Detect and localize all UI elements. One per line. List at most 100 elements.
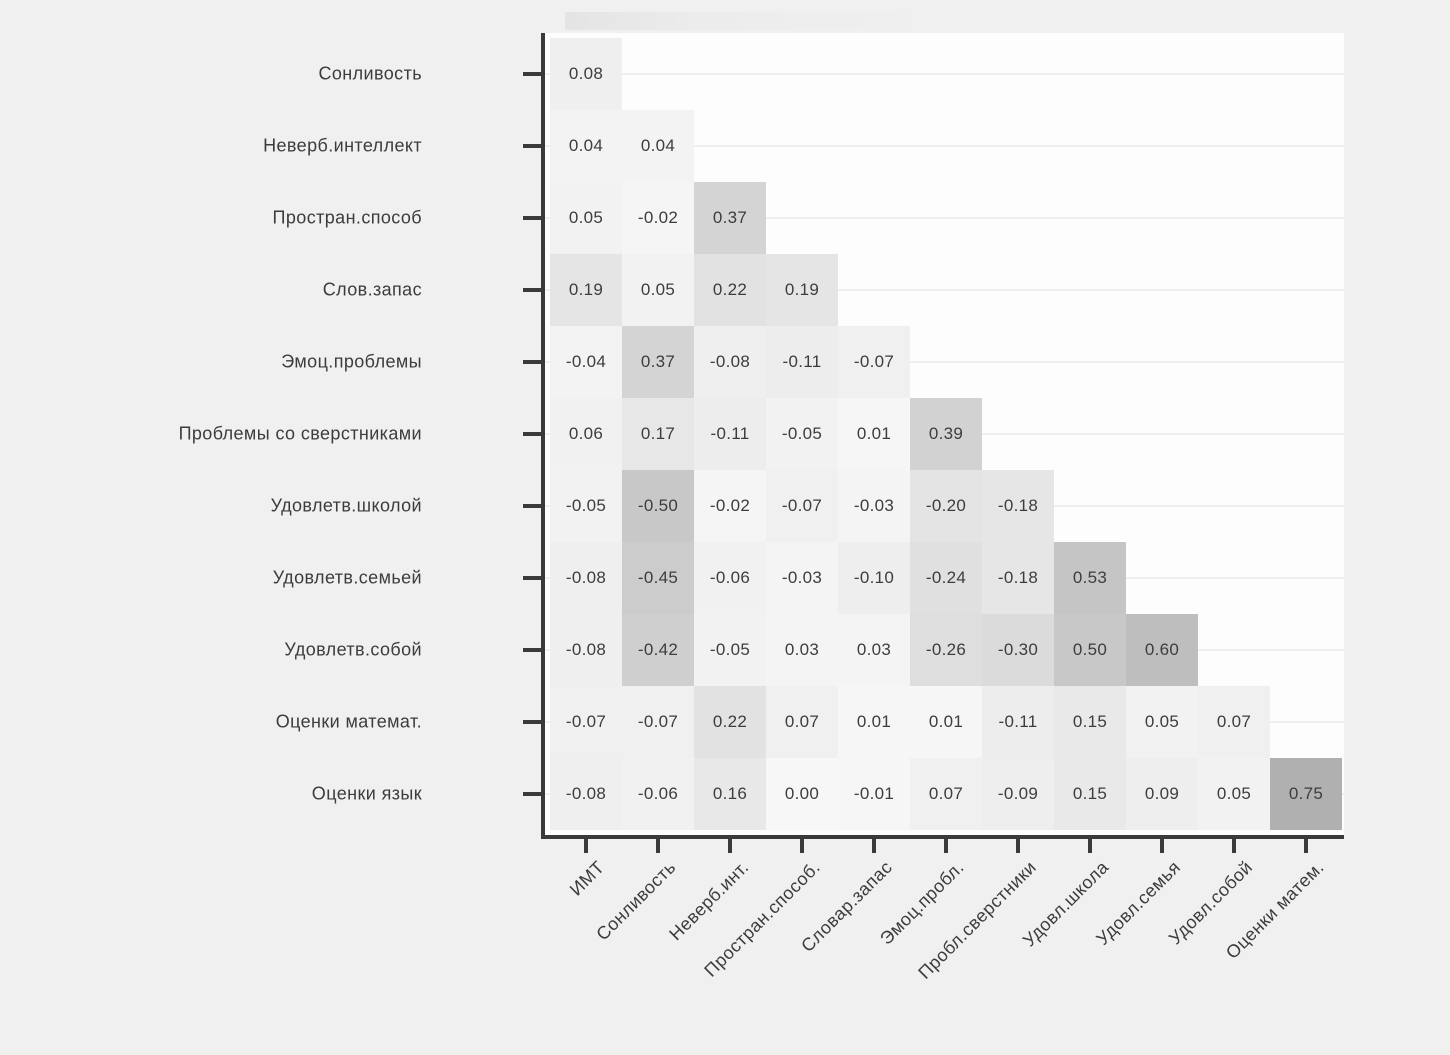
gridline [545,217,1344,219]
x-tick [584,839,588,853]
matrix-cell: 0.09 [1126,758,1198,830]
matrix-cell: -0.45 [622,542,694,614]
matrix-cell: 0.05 [1126,686,1198,758]
matrix-cell: 0.50 [1054,614,1126,686]
x-tick [1088,839,1092,853]
matrix-cell: -0.26 [910,614,982,686]
matrix-cell: -0.50 [622,470,694,542]
matrix-cell: -0.07 [622,686,694,758]
matrix-cell: -0.08 [550,542,622,614]
matrix-cell: -0.06 [694,542,766,614]
matrix-cell: -0.05 [694,614,766,686]
y-label: Проблемы со сверстниками [178,423,422,444]
y-tick [523,576,541,580]
matrix-cell: -0.05 [550,470,622,542]
gridline [545,289,1344,291]
x-tick [1304,839,1308,853]
gridline [545,361,1344,363]
y-tick [523,216,541,220]
matrix-cell: -0.07 [550,686,622,758]
matrix-cell: -0.11 [982,686,1054,758]
matrix-cell: 0.08 [550,38,622,110]
matrix-cell: 0.03 [838,614,910,686]
x-tick [872,839,876,853]
matrix-cell: -0.30 [982,614,1054,686]
matrix-cell: -0.07 [766,470,838,542]
y-tick [523,720,541,724]
matrix-cell: -0.08 [694,326,766,398]
y-tick [523,432,541,436]
y-label: Удовлетв.школой [270,495,422,516]
matrix-cell: 0.04 [550,110,622,182]
y-tick [523,648,541,652]
y-axis-labels: Сонливость Неверб.интеллект Простран.спосо… [0,0,422,1055]
matrix-cell: -0.42 [622,614,694,686]
y-tick [523,504,541,508]
x-tick [800,839,804,853]
matrix-cell: 0.05 [1198,758,1270,830]
matrix-cell: 0.07 [1198,686,1270,758]
matrix-cell: -0.07 [838,326,910,398]
matrix-cell: -0.24 [910,542,982,614]
y-label: Сонливость [318,63,422,84]
matrix-cell: 0.07 [766,686,838,758]
x-tick [728,839,732,853]
y-tick [523,144,541,148]
matrix-cell: 0.01 [910,686,982,758]
matrix-cell: 0.19 [766,254,838,326]
matrix-cell: 0.06 [550,398,622,470]
y-label: Простран.способ [272,207,422,228]
matrix-cell: -0.05 [766,398,838,470]
matrix-cell: 0.05 [550,182,622,254]
matrix-cell: 0.60 [1126,614,1198,686]
matrix-cell: -0.11 [694,398,766,470]
matrix-cell: 0.04 [622,110,694,182]
matrix-cell: 0.01 [838,686,910,758]
x-label: ИМТ [565,857,609,900]
matrix-cell: -0.10 [838,542,910,614]
matrix-cell: 0.22 [694,254,766,326]
plot-area: 0.08 0.04 0.04 0.05 -0.02 0.37 0.19 0.05 0.22 0.1… [541,33,1344,839]
matrix-cell: -0.03 [766,542,838,614]
y-label: Слов.запас [322,279,422,300]
matrix-cell: 0.03 [766,614,838,686]
y-tick [523,360,541,364]
matrix-cell: 0.15 [1054,686,1126,758]
y-label: Удовлетв.собой [284,639,422,660]
matrix-cell: -0.04 [550,326,622,398]
matrix-cell: -0.20 [910,470,982,542]
y-label: Удовлетв.семьей [272,567,422,588]
x-tick [656,839,660,853]
matrix-cell: 0.53 [1054,542,1126,614]
matrix-cell: -0.08 [550,614,622,686]
y-label: Неверб.интеллект [263,135,422,156]
gridline [545,73,1344,75]
matrix-cell: -0.06 [622,758,694,830]
y-label: Оценки язык [311,783,422,804]
background-artifact [565,12,945,30]
gridline [545,145,1344,147]
matrix-cell: 0.05 [622,254,694,326]
x-tick [944,839,948,853]
matrix-cell: 0.16 [694,758,766,830]
y-tick [523,72,541,76]
matrix-cell: -0.02 [622,182,694,254]
matrix-cell: 0.17 [622,398,694,470]
x-tick [1232,839,1236,853]
matrix-cell: 0.22 [694,686,766,758]
y-tick [523,288,541,292]
matrix-cell: -0.02 [694,470,766,542]
matrix-cell: -0.08 [550,758,622,830]
x-tick [1016,839,1020,853]
matrix-cell: 0.00 [766,758,838,830]
matrix-cell: 0.37 [694,182,766,254]
matrix-cell: 0.19 [550,254,622,326]
matrix-cell: 0.39 [910,398,982,470]
matrix-cell: -0.09 [982,758,1054,830]
matrix-cell: -0.03 [838,470,910,542]
y-label: Оценки математ. [275,711,422,732]
matrix-cell: -0.18 [982,542,1054,614]
y-label: Эмоц.проблемы [281,351,422,372]
y-tick [523,792,541,796]
